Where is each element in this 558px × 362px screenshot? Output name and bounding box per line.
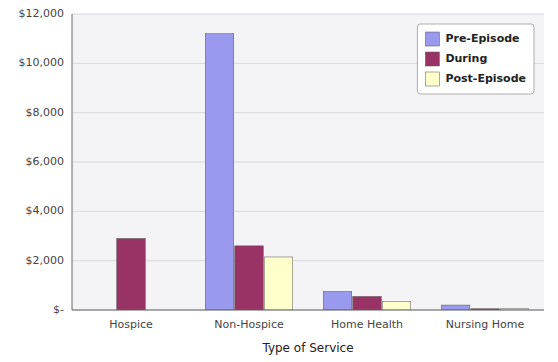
x-axis-line	[72, 310, 544, 311]
legend-label: During	[445, 52, 487, 65]
legend-label: Pre-Episode	[445, 32, 519, 45]
x-axis: Hospice Non-Hospice Home Health Nursing Hom…	[109, 318, 524, 331]
grid-line	[72, 211, 544, 212]
legend-swatch	[425, 72, 439, 86]
legend: Pre-Episode During Post-Episode	[417, 24, 534, 94]
y-tick-label: $-	[53, 303, 64, 316]
grid-line	[72, 162, 544, 163]
bar	[205, 34, 234, 310]
legend-swatch	[425, 32, 439, 46]
bar	[353, 296, 382, 310]
x-tick-label: Home Health	[331, 318, 403, 331]
legend-swatch	[425, 52, 439, 66]
bar	[323, 292, 352, 311]
y-tick-label: $4,000	[26, 204, 65, 217]
x-tick-label: Nursing Home	[446, 318, 525, 331]
y-tick-label: $6,000	[26, 155, 65, 168]
x-tick-label: Non-Hospice	[214, 318, 284, 331]
legend-label: Post-Episode	[445, 72, 526, 85]
bar	[264, 257, 293, 310]
legend-frame	[417, 24, 534, 94]
y-axis: $- $2,000 $4,000 $6,000 $8,000 $10,000 $12,000	[19, 7, 545, 316]
bar	[235, 246, 264, 310]
bar	[382, 301, 411, 310]
x-tick-label: Hospice	[109, 318, 153, 331]
bars	[117, 34, 529, 310]
y-tick-label: $2,000	[26, 254, 65, 267]
chart: $- $2,000 $4,000 $6,000 $8,000 $10,000 $12,000…	[0, 0, 558, 362]
bar	[117, 238, 146, 310]
x-axis-label: Type of Service	[261, 341, 353, 355]
plot-background	[72, 14, 544, 310]
grid-line	[72, 112, 544, 113]
grid-line	[72, 14, 544, 15]
y-tick-label: $12,000	[19, 7, 65, 20]
bar	[441, 305, 470, 310]
grid-line	[72, 310, 544, 311]
y-axis-line	[72, 14, 73, 310]
y-tick-label: $10,000	[19, 56, 65, 69]
y-tick-label: $8,000	[26, 106, 65, 119]
